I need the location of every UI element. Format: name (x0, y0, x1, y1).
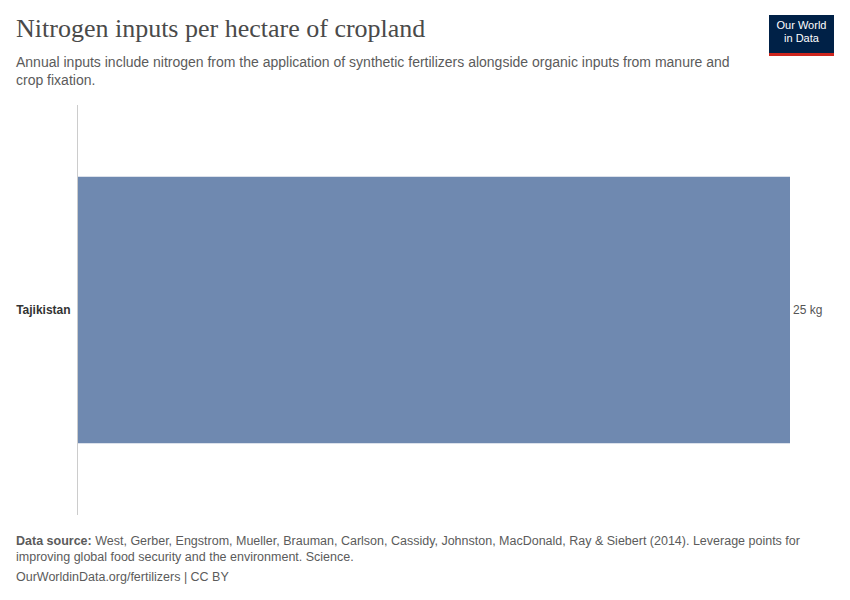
html-text:Annual inputs include nitrogen: Annual inputs include nitrogen from the … (16, 54, 730, 88)
html-text:Our World: Our World (776, 19, 827, 31)
html-text:in Data: in Data (784, 32, 819, 44)
svg-text:Tajikistan: Tajikistan (16, 303, 70, 317)
svg-text:25 kg: 25 kg (793, 303, 822, 317)
html-text:Data source: West, Gerber, Eng: Data source: West, Gerber, Engstrom, Mue… (16, 534, 800, 564)
html-text:Nitrogen inputs per hectare of: Nitrogen inputs per hectare of cropland (16, 14, 426, 43)
html-text:OurWorldinData.org/fertilizers: OurWorldinData.org/fertilizers | CC BY (16, 570, 229, 584)
